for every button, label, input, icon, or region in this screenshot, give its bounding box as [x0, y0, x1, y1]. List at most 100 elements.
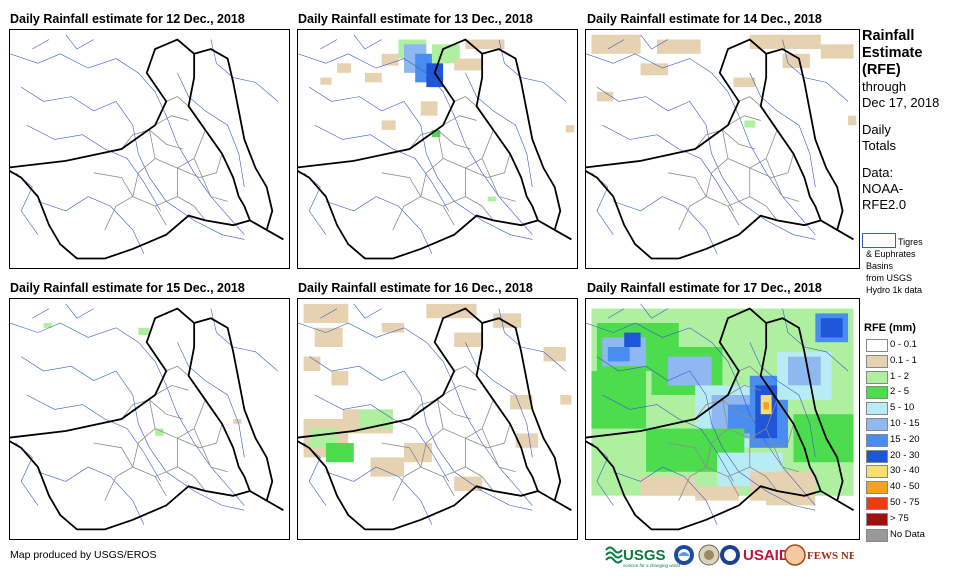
province-boundary: [133, 159, 178, 207]
rfe-legend-label: 0 - 0.1: [890, 339, 917, 350]
map-13-dec: [297, 29, 578, 269]
data-label: Data:: [862, 165, 894, 180]
basin-river-line: [499, 40, 566, 102]
basin-river-line: [597, 87, 815, 239]
country-border: [194, 49, 283, 239]
rfe-legend-item: > 75: [866, 512, 966, 526]
basin-legend-text: & Euphrates Basins from USGS Hydro 1k da…: [866, 249, 923, 295]
rainfall-patch: [155, 428, 164, 436]
data-source-1: NOAA-: [862, 181, 904, 196]
province-boundary: [94, 443, 133, 467]
usaid-logo: USAID: [720, 545, 790, 565]
rfe-legend-item: 1 - 2: [866, 370, 966, 384]
province-boundary: [668, 173, 706, 197]
rainfall-patch: [591, 495, 701, 535]
rainfall-patch: [510, 395, 533, 410]
data-source-2: RFE2.0: [862, 197, 907, 212]
country-border: [10, 309, 250, 530]
country-border: [298, 40, 538, 259]
panel-title: Daily Rainfall estimate for 17 Dec., 201…: [587, 281, 822, 295]
rainfall-patch: [656, 39, 701, 54]
province-boundary: [723, 130, 778, 168]
rainfall-patch: [793, 414, 854, 463]
noaa-logo: [674, 545, 694, 565]
map-canvas: [10, 299, 289, 539]
rainfall-patch: [381, 323, 405, 333]
rfe-legend-label: 15 - 20: [890, 433, 920, 445]
rainfall-patch: [325, 443, 354, 463]
province-boundary: [465, 154, 510, 178]
rainfall-patch: [426, 303, 477, 319]
basin-river-line: [38, 197, 144, 254]
province-boundary: [155, 97, 188, 126]
rainfall-patch: [426, 63, 444, 88]
basin-river-line: [315, 125, 449, 211]
rfe-legend-label: 20 - 30: [890, 449, 920, 461]
title-line-1: Rainfall: [862, 28, 915, 44]
rfe-legend-swatch: [866, 339, 888, 352]
rfe-legend-swatch: [866, 481, 888, 495]
basin-river-line: [177, 73, 244, 187]
rainfall-patch: [640, 63, 668, 76]
rainfall-patch: [303, 356, 321, 371]
province-boundary: [94, 173, 133, 197]
rainfall-patch: [733, 77, 756, 88]
province-boundary: [382, 173, 421, 197]
country-border: [298, 309, 538, 530]
rfe-legend-swatch: [866, 449, 888, 463]
rainfall-patch: [766, 505, 854, 535]
panel-title: Daily Rainfall estimate for 14 Dec., 201…: [587, 12, 822, 26]
rfe-legend-swatch: [866, 528, 888, 542]
province-boundary: [155, 366, 188, 395]
province-boundary: [194, 159, 227, 202]
map-canvas: [298, 299, 577, 539]
basin-river-line: [320, 35, 381, 49]
rainfall-patch: [744, 120, 756, 128]
usgs-tagline: science for a changing world: [623, 563, 681, 568]
province-boundary: [766, 159, 799, 202]
rainfall-patch: [381, 120, 396, 130]
basin-river-line: [177, 342, 244, 457]
province-boundary: [706, 429, 750, 477]
province-boundary: [766, 429, 799, 472]
rfe-legend-item: 5 - 10: [866, 401, 966, 416]
basin-river-line: [16, 443, 38, 505]
through-date: Dec 17, 2018: [862, 95, 940, 110]
map-canvas: [298, 30, 575, 268]
basin-river-line: [16, 173, 38, 235]
basin-river-line: [304, 173, 326, 235]
rainfall-patch: [404, 443, 432, 463]
fewsnet-logo: FEWS NET: [784, 544, 864, 566]
province-boundary: [133, 429, 178, 477]
map-15-dec: [9, 298, 290, 540]
rfe-legend-item: 40 - 50: [866, 480, 966, 495]
rfe-legend-item: 2 - 5: [866, 385, 966, 400]
rainfall-patch: [487, 196, 497, 202]
title-line-2: Estimate: [862, 45, 923, 61]
rainfall-patch: [320, 77, 332, 85]
basin-river-line: [608, 304, 668, 318]
province-boundary: [393, 197, 493, 230]
rfe-legend-swatch: [866, 386, 888, 400]
rfe-legend-item: 30 - 40: [866, 464, 966, 479]
basin-river-line: [613, 197, 717, 254]
rainfall-patch: [788, 356, 821, 386]
rainfall-patch: [420, 101, 438, 116]
basin-river-line: [608, 35, 668, 49]
basin-river-line: [32, 304, 93, 318]
rainfall-patch: [331, 371, 349, 386]
basin-river-line: [465, 342, 532, 457]
map-canvas: [10, 30, 289, 268]
province-boundary: [679, 197, 777, 230]
usgs-logo: USGS science for a changing world: [605, 546, 681, 568]
basin-river-line: [591, 173, 613, 235]
rainfall-patch: [364, 72, 382, 83]
rainfall-patch: [454, 476, 483, 491]
rainfall-patch: [465, 39, 505, 50]
basin-river-line: [326, 197, 432, 254]
rainfall-patch: [314, 327, 343, 347]
basin-river-line: [326, 467, 432, 525]
rainfall-patch: [43, 323, 52, 328]
map-12-dec: [9, 29, 290, 269]
basin-river-line: [27, 395, 161, 481]
